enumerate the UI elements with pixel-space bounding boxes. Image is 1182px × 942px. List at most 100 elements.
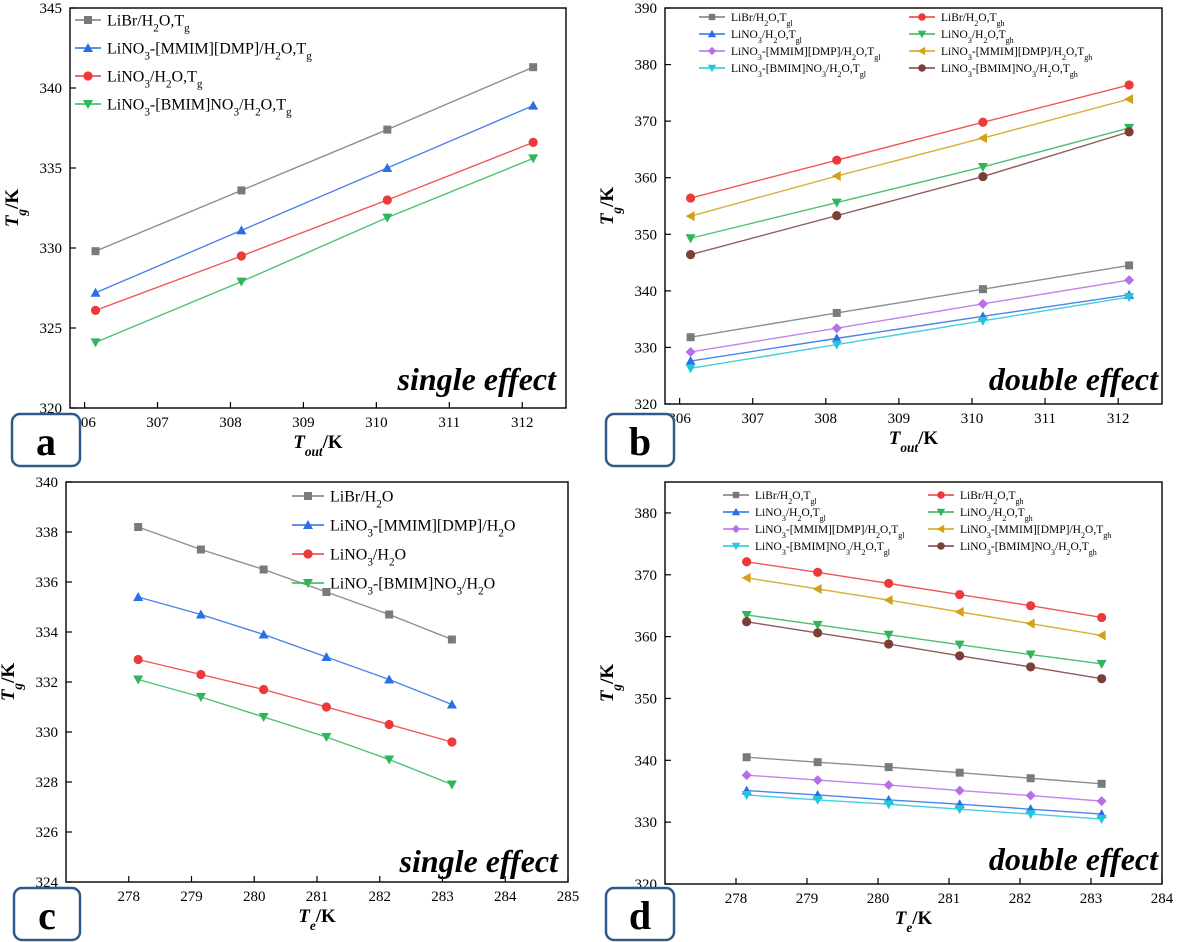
data-point (685, 364, 696, 374)
data-point (884, 578, 894, 589)
data-point (883, 800, 894, 810)
panel-label: b (629, 419, 651, 464)
series-0 (134, 523, 456, 644)
series-line (690, 279, 1130, 353)
legend-label: LiNO3-[MMIM][DMP]/H2O,Tg (107, 41, 312, 63)
x-tick-label: 307 (146, 415, 169, 431)
y-tick-label: 330 (36, 725, 59, 741)
data-point (831, 340, 842, 350)
series-0 (686, 261, 1134, 342)
legend-label: LiNO3-[MMIM][DMP]/H2O,Tgl (755, 524, 905, 540)
data-point (133, 592, 144, 601)
y-tick-label: 336 (36, 575, 59, 591)
series-line (690, 296, 1130, 370)
x-axis-label: Te/K (298, 906, 336, 933)
legend-marker (731, 524, 741, 534)
data-point (195, 609, 206, 619)
x-tick-label: 310 (961, 411, 984, 427)
x-tick-label: 310 (365, 415, 388, 431)
data-point (133, 675, 144, 685)
data-point (1125, 261, 1134, 270)
data-point (831, 333, 842, 343)
legend-marker (303, 549, 313, 559)
data-point (883, 630, 894, 640)
series-line (690, 264, 1130, 338)
data-point (384, 755, 395, 765)
legend-label: LiBr/H2O,Tgl (755, 490, 818, 506)
legend-label: LiNO3/H2O (330, 547, 406, 569)
data-point (133, 654, 143, 665)
data-point (742, 753, 751, 762)
panel-label-box (12, 886, 82, 942)
legend-entry: LiNO3-[BMIM]NO3/H2O,Tgh (928, 541, 1097, 557)
panel-label-box (10, 412, 82, 468)
legend-entry: LiNO3-[MMIM][DMP]/H2O (292, 518, 515, 540)
data-point (1097, 779, 1106, 788)
series-line (137, 526, 453, 641)
y-tick-label: 370 (635, 568, 658, 584)
data-point (322, 588, 331, 596)
data-point (1097, 674, 1107, 684)
data-point (1124, 127, 1134, 137)
series-6 (685, 293, 1135, 374)
data-point (529, 63, 538, 72)
effect-label: double effect (989, 361, 1159, 397)
legend-entry: LiNO3/H2O,Tgl (723, 507, 827, 523)
legend-label: LiNO3-[BMIM]NO3/H2O,Tgl (731, 63, 867, 79)
legend-label: LiBr/H2O,Tgl (731, 12, 794, 28)
y-tick-label: 334 (36, 625, 59, 641)
effect-label: single effect (397, 361, 558, 397)
data-point (91, 247, 100, 256)
data-point (1026, 662, 1036, 672)
data-point (446, 780, 457, 790)
data-point (813, 628, 823, 638)
legend-label: LiNO3-[MMIM][DMP]/H2O,Tgh (960, 524, 1111, 540)
y-tick-label: 330 (635, 340, 658, 356)
legend-entry: LiNO3-[BMIM]NO3/H2O,Tg (75, 97, 292, 119)
data-point (978, 171, 988, 182)
panel-label-box (604, 412, 676, 468)
legend-label: LiBr/H2O,Tgh (941, 12, 1005, 28)
data-point (1124, 80, 1134, 90)
x-tick-label: 282 (1009, 891, 1032, 907)
legend-label: LiNO3/H2O,Tg (107, 69, 203, 91)
data-point (90, 287, 101, 297)
series-line (95, 66, 534, 252)
data-point (90, 338, 101, 348)
data-point (831, 198, 842, 208)
legend-marker (731, 542, 741, 551)
series-line (746, 774, 1102, 802)
data-point (385, 610, 394, 619)
data-point (812, 795, 823, 805)
y-tick-label: 330 (40, 241, 63, 257)
data-point (955, 651, 965, 661)
legend-entry: LiNO3/H2O (292, 547, 406, 569)
data-point (196, 545, 205, 554)
data-point (1096, 630, 1106, 641)
data-point (447, 737, 457, 747)
data-point (685, 211, 695, 222)
data-point (382, 163, 393, 172)
plot-frame (664, 7, 1163, 405)
data-point (685, 193, 696, 203)
x-tick-label: 278 (118, 889, 141, 905)
series-1 (90, 100, 539, 297)
series-line (746, 756, 1102, 785)
legend-entry: LiNO3-[BMIM]NO3/H2O,Tgl (723, 541, 891, 557)
data-point (382, 195, 392, 205)
data-point (1124, 293, 1135, 303)
data-point (685, 346, 696, 357)
effect-label: double effect (989, 841, 1159, 877)
legend-marker (936, 524, 945, 534)
legend-label: LiNO3-[BMIM]NO3/H2O,Tgh (960, 541, 1097, 557)
data-point (832, 308, 841, 317)
series-line (137, 658, 453, 743)
series-1 (133, 592, 457, 709)
data-point (741, 770, 752, 781)
data-point (259, 684, 269, 695)
x-tick-label: 308 (815, 411, 838, 427)
data-point (954, 785, 965, 796)
y-tick-label: 326 (36, 825, 59, 841)
data-point (883, 595, 893, 606)
series-6 (741, 790, 1107, 825)
